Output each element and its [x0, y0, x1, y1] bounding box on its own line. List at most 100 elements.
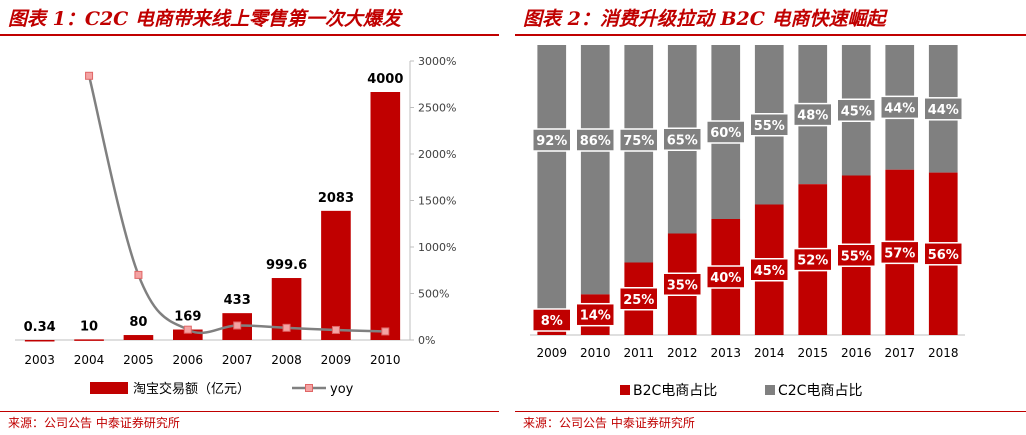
bar — [321, 210, 351, 340]
title-divider — [0, 34, 499, 36]
x-tick-label: 2006 — [173, 353, 204, 367]
c2c-data-label-box — [793, 102, 833, 127]
b2c-data-label: 25% — [623, 293, 654, 308]
chart-title: 图表 2：消费升级拉动 B2C 电商快速崛起 — [523, 8, 886, 30]
x-tick-label: 2009 — [321, 353, 352, 367]
x-tick-label: 2007 — [222, 353, 253, 367]
c2c-data-label-box — [619, 128, 659, 152]
yoy-point — [282, 323, 291, 332]
chart-panel-share: 图表 2：消费升级拉动 B2C 电商快速崛起 92% 8% 2009 86% 14% 20… — [515, 0, 1026, 435]
title-divider — [515, 34, 1026, 36]
x-tick-label: 2010 — [580, 346, 611, 360]
c2c-data-label-box — [662, 127, 702, 151]
c2c-data-label: 86% — [580, 134, 611, 149]
yoy-point — [183, 325, 192, 334]
b2c-data-label-box — [619, 287, 659, 311]
x-tick-label: 2011 — [623, 346, 654, 360]
legend-swatch-c2c — [765, 385, 775, 395]
x-tick-label: 2018 — [928, 346, 959, 360]
bar-data-label: 0.34 — [24, 320, 56, 335]
y-right-tick-label: 2500% — [418, 102, 456, 115]
source-note: 来源：公司公告 中泰证券研究所 — [8, 416, 180, 430]
x-tick-label: 2013 — [710, 346, 741, 360]
c2c-data-label: 45% — [841, 104, 872, 119]
bar-c2c — [624, 45, 654, 263]
chart-panel-taobao: 图表 1：C2C 电商带来线上零售第一次大爆发 0% 500% 1000% 1500%… — [0, 0, 499, 435]
yoy-point — [134, 270, 143, 279]
b2c-data-label: 52% — [797, 254, 828, 269]
bar — [370, 92, 401, 340]
c2c-data-label-box — [532, 128, 572, 152]
c2c-data-label: 75% — [623, 134, 654, 149]
legend-label-c2c: C2C电商占比 — [778, 383, 862, 399]
c2c-data-label: 65% — [667, 133, 698, 148]
y-right-tick-label: 2000% — [418, 148, 456, 161]
legend-label-yoy: yoy — [330, 382, 354, 397]
x-tick-label: 2009 — [536, 346, 567, 360]
legend-swatch-b2c — [620, 385, 630, 395]
c2c-data-label: 92% — [536, 134, 567, 149]
y-right-tick-label: 3000% — [418, 55, 456, 68]
bar-data-label: 169 — [174, 310, 201, 325]
b2c-data-label-box — [836, 243, 876, 267]
y-right-tick-label: 0% — [418, 334, 435, 347]
footer-divider — [515, 411, 1026, 412]
legend-label-gmv: 淘宝交易额（亿元） — [133, 381, 250, 397]
yoy-point — [331, 325, 340, 334]
bar — [74, 339, 104, 341]
b2c-data-label-box — [793, 247, 833, 272]
bar-data-label: 10 — [80, 319, 98, 334]
legend-swatch-gmv — [90, 382, 128, 394]
chart-title: 图表 1：C2C 电商带来线上零售第一次大爆发 — [8, 8, 401, 30]
c2c-data-label: 55% — [754, 119, 785, 134]
legend-label-b2c: B2C电商占比 — [633, 383, 717, 399]
y-right-tick-label: 500% — [418, 288, 449, 301]
x-tick-label: 2016 — [841, 346, 872, 360]
b2c-c2c-share-chart: 92% 8% 2009 86% 14% 2010 75% 25% 2011 65% 35% 2012 6… — [530, 45, 965, 399]
yoy-point — [381, 327, 390, 336]
x-tick-label: 2010 — [370, 353, 401, 367]
bar — [173, 329, 203, 340]
b2c-data-label: 57% — [884, 246, 915, 261]
bar-data-label: 80 — [129, 315, 147, 330]
x-tick-label: 2008 — [271, 353, 302, 367]
b2c-data-label-box — [706, 265, 746, 289]
b2c-data-label: 55% — [841, 249, 872, 264]
b2c-data-label: 35% — [667, 278, 698, 293]
bar-data-label: 2083 — [318, 191, 354, 206]
c2c-data-label-box — [706, 120, 746, 144]
bar-c2c — [580, 45, 610, 295]
c2c-data-label-box — [575, 128, 615, 152]
bar-data-label: 999.6 — [266, 258, 307, 273]
b2c-data-label-box — [575, 302, 615, 327]
b2c-data-label: 56% — [928, 248, 959, 263]
x-tick-label: 2014 — [754, 346, 785, 360]
b2c-data-label-box — [749, 258, 789, 282]
c2c-data-label-box — [880, 95, 920, 120]
b2c-data-label-box — [923, 242, 963, 266]
c2c-data-label-box — [749, 113, 789, 137]
c2c-data-label: 44% — [928, 103, 959, 118]
bar — [24, 339, 55, 342]
yoy-point — [233, 321, 242, 330]
x-tick-label: 2015 — [797, 346, 828, 360]
c2c-data-label-box — [923, 97, 963, 121]
x-tick-label: 2017 — [884, 346, 915, 360]
bar-data-label: 433 — [224, 293, 251, 308]
bar-data-label: 4000 — [367, 72, 403, 87]
c2c-data-label: 48% — [797, 109, 828, 124]
yoy-point — [85, 71, 94, 80]
legend-swatch-yoy-marker — [305, 384, 313, 392]
c2c-data-label: 60% — [710, 126, 741, 141]
b2c-data-label: 40% — [710, 271, 741, 286]
bar-c2c — [537, 45, 567, 312]
source-note: 来源：公司公告 中泰证券研究所 — [523, 416, 695, 430]
b2c-data-label: 45% — [754, 264, 785, 279]
b2c-data-label: 14% — [580, 309, 611, 324]
x-tick-label: 2003 — [24, 353, 55, 367]
b2c-data-label: 8% — [541, 314, 563, 329]
c2c-data-label: 44% — [884, 101, 915, 116]
y-right-tick-label: 1500% — [418, 195, 456, 208]
taobao-gmv-chart: 0% 500% 1000% 1500% 2000% 2500% 3000% 0.34 2003 1… — [15, 55, 456, 397]
y-right-tick-label: 1000% — [418, 241, 456, 254]
